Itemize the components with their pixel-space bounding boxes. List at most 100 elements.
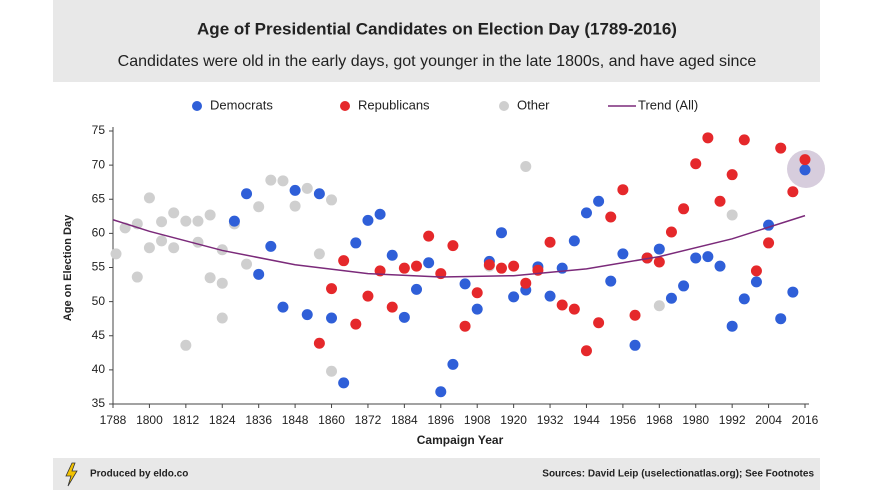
point bbox=[726, 209, 738, 221]
point bbox=[277, 175, 289, 187]
point bbox=[629, 339, 641, 351]
footer-band bbox=[53, 458, 820, 490]
x-tick-label: 1824 bbox=[209, 413, 236, 427]
y-axis-label: Age on Election Day bbox=[62, 214, 74, 321]
x-tick-label: 1860 bbox=[318, 413, 345, 427]
x-tick-label: 1944 bbox=[573, 413, 600, 427]
x-tick-label: 1848 bbox=[282, 413, 309, 427]
y-tick-label: 60 bbox=[92, 226, 106, 240]
legend-label: Other bbox=[517, 97, 550, 112]
point bbox=[726, 320, 738, 332]
point bbox=[423, 230, 435, 242]
point bbox=[411, 260, 423, 272]
y-tick-label: 35 bbox=[92, 396, 106, 410]
point bbox=[265, 174, 277, 186]
point bbox=[386, 249, 398, 261]
point bbox=[168, 207, 180, 219]
point bbox=[738, 134, 750, 146]
x-tick-label: 1932 bbox=[537, 413, 564, 427]
point bbox=[799, 154, 811, 166]
point bbox=[131, 271, 143, 283]
x-tick-label: 1992 bbox=[719, 413, 746, 427]
point bbox=[143, 192, 155, 204]
point bbox=[326, 312, 338, 324]
point bbox=[508, 260, 520, 272]
point bbox=[313, 248, 325, 260]
point bbox=[726, 169, 738, 181]
point bbox=[775, 313, 787, 325]
x-tick-label: 1812 bbox=[172, 413, 199, 427]
x-tick-label: 1980 bbox=[682, 413, 709, 427]
point bbox=[435, 386, 447, 398]
point bbox=[301, 309, 313, 321]
point bbox=[459, 320, 471, 332]
point bbox=[471, 287, 483, 299]
point bbox=[508, 291, 520, 303]
point bbox=[362, 214, 374, 226]
point bbox=[520, 160, 532, 172]
point bbox=[362, 290, 374, 302]
point bbox=[544, 236, 556, 248]
point bbox=[750, 265, 762, 277]
y-tick-label: 40 bbox=[92, 362, 106, 376]
y-tick-label: 70 bbox=[92, 157, 106, 171]
point bbox=[605, 275, 617, 287]
x-tick-label: 1872 bbox=[355, 413, 382, 427]
point bbox=[326, 365, 338, 377]
point bbox=[568, 235, 580, 247]
point bbox=[204, 209, 216, 221]
point bbox=[702, 132, 714, 144]
header-band bbox=[53, 0, 820, 82]
footer-source: Sources: David Leip (uselectionatlas.org… bbox=[542, 469, 814, 480]
point bbox=[617, 184, 629, 196]
point bbox=[495, 262, 507, 274]
point bbox=[617, 248, 629, 260]
point bbox=[653, 256, 665, 268]
y-tick-label: 45 bbox=[92, 328, 106, 342]
point bbox=[665, 292, 677, 304]
x-tick-label: 1800 bbox=[136, 413, 163, 427]
legend-label: Democrats bbox=[210, 97, 273, 112]
point bbox=[702, 251, 714, 263]
y-tick-label: 50 bbox=[92, 294, 106, 308]
footer-credit: Produced by eldo.co bbox=[90, 469, 188, 480]
x-tick-label: 2016 bbox=[792, 413, 819, 427]
point bbox=[690, 158, 702, 170]
point bbox=[556, 299, 568, 311]
x-tick-label: 1788 bbox=[100, 413, 127, 427]
point bbox=[313, 337, 325, 349]
x-tick-label: 1956 bbox=[610, 413, 637, 427]
trend-line bbox=[112, 214, 806, 278]
y-tick-label: 75 bbox=[92, 123, 106, 137]
point bbox=[690, 252, 702, 264]
point bbox=[544, 290, 556, 302]
point bbox=[580, 345, 592, 357]
point bbox=[398, 262, 410, 274]
point bbox=[799, 164, 811, 176]
point bbox=[156, 216, 168, 228]
point bbox=[593, 317, 605, 329]
point bbox=[398, 311, 410, 323]
point bbox=[277, 301, 289, 313]
point bbox=[483, 259, 495, 271]
point bbox=[750, 276, 762, 288]
point bbox=[520, 277, 532, 289]
legend-swatch bbox=[192, 101, 202, 111]
point bbox=[338, 377, 350, 389]
point bbox=[168, 242, 180, 254]
x-axis-label: Campaign Year bbox=[417, 433, 504, 447]
point bbox=[423, 257, 435, 269]
x-tick-label: 1896 bbox=[427, 413, 454, 427]
point bbox=[665, 226, 677, 238]
point bbox=[775, 142, 787, 154]
point bbox=[471, 303, 483, 315]
legend-label: Republicans bbox=[358, 97, 430, 112]
point bbox=[653, 300, 665, 312]
point bbox=[156, 235, 168, 247]
point bbox=[386, 301, 398, 313]
x-tick-label: 1884 bbox=[391, 413, 418, 427]
point bbox=[180, 339, 192, 351]
point bbox=[580, 207, 592, 219]
point bbox=[338, 255, 350, 267]
y-tick-label: 55 bbox=[92, 260, 106, 274]
